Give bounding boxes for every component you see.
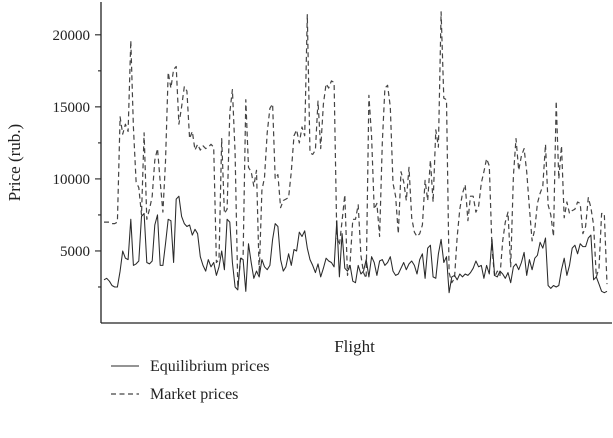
y-tick-label: 5000 (60, 244, 90, 260)
y-axis-label: Price (rub.) (5, 124, 24, 201)
legend-label-market: Market prices (150, 386, 238, 403)
y-tick-group: 5000 10000 15000 20000 (53, 28, 101, 288)
y-tick-label: 20000 (53, 28, 91, 44)
x-axis-label: Flight (334, 337, 375, 356)
legend: Equilibrium prices Market prices (111, 358, 270, 403)
legend-item-equilibrium: Equilibrium prices (111, 358, 270, 375)
series-line-equilibrium-prices (103, 195, 608, 294)
legend-item-market: Market prices (111, 386, 238, 403)
axes-group: 5000 10000 15000 20000 (53, 2, 612, 324)
plot-series-group (103, 11, 608, 294)
legend-label-equilibrium: Equilibrium prices (150, 358, 270, 375)
series-line-market-prices (104, 11, 608, 289)
y-tick-label: 10000 (53, 172, 91, 188)
y-tick-label: 15000 (53, 100, 91, 116)
